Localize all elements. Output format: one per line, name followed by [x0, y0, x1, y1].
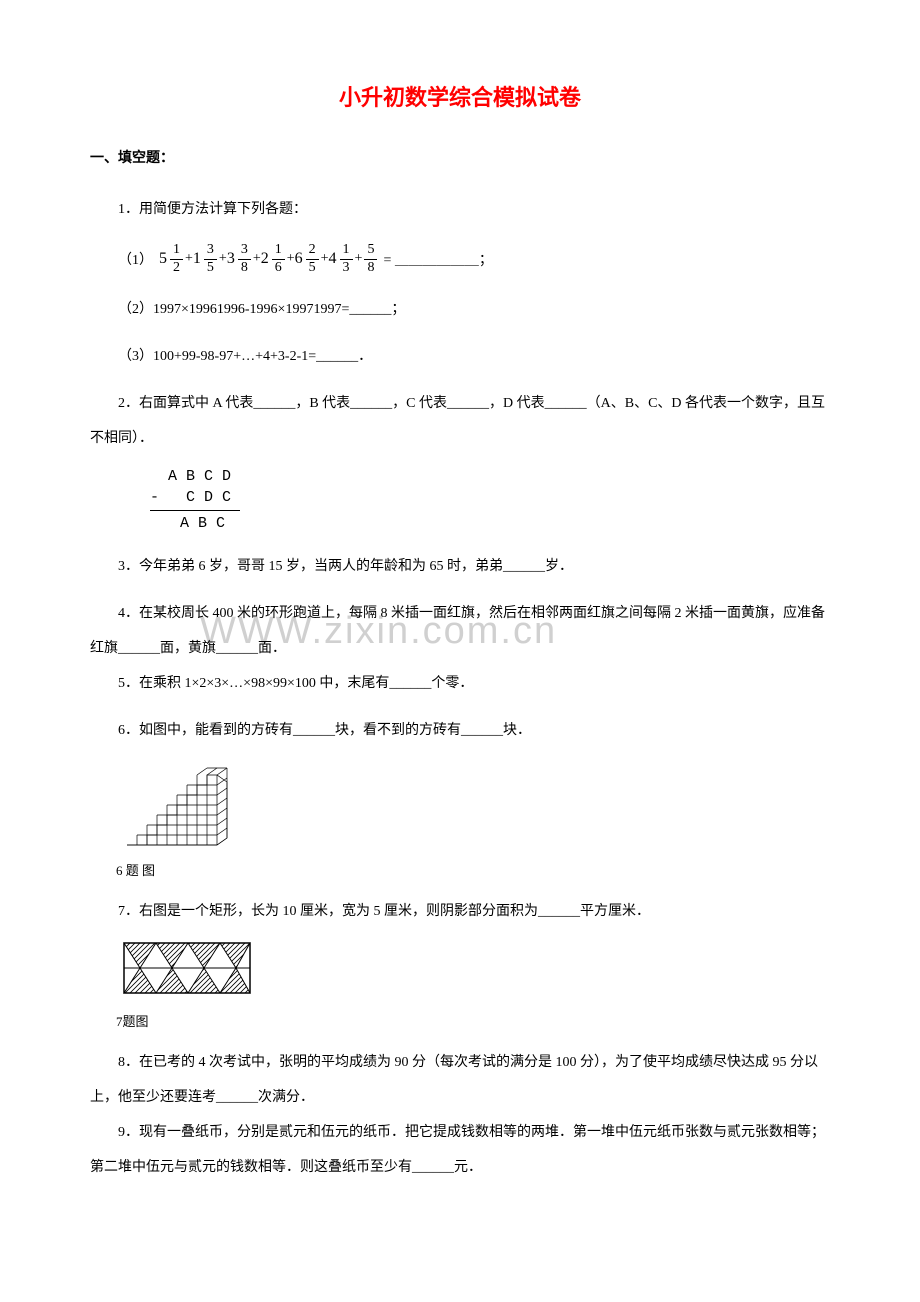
op-plus: +	[253, 251, 261, 267]
op-plus: +	[219, 251, 227, 267]
sub-row1: A B C D	[150, 466, 830, 487]
section-header: 一、填空题：	[90, 147, 830, 167]
term-5: 413	[329, 242, 355, 277]
term-3: 216	[261, 242, 287, 277]
term-0: 512	[159, 242, 185, 277]
q7: 7．右图是一个矩形，长为 10 厘米，宽为 5 厘米，则阴影部分面积为_____…	[90, 894, 830, 929]
sub-row2: - C D C	[150, 487, 830, 508]
q6: 6．如图中，能看到的方砖有______块，看不到的方砖有______块．	[90, 713, 830, 748]
sub-line	[150, 510, 240, 511]
q1-part1-formula: （1） 512 + 135 + 338 + 216 + 625 + 413 + …	[118, 242, 830, 277]
term-6: 58	[364, 242, 377, 277]
term-4: 625	[295, 242, 321, 277]
q6-caption: 6 题 图	[116, 860, 830, 879]
op-plus: +	[287, 251, 295, 267]
q7-caption: 7题图	[116, 1011, 830, 1030]
q4: 4．在某校周长 400 米的环形跑道上，每隔 8 米插一面红旗，然后在相邻两面红…	[90, 596, 830, 666]
q1-part3: （3）100+99-98-97+…+4+3-2-1=______．	[90, 339, 830, 374]
q9: 9．现有一叠纸币，分别是贰元和伍元的纸币．把它提成钱数相等的两堆．第一堆中伍元纸…	[90, 1115, 830, 1185]
q2-text: 2．右面算式中 A 代表______，B 代表______，C 代表______…	[90, 386, 830, 456]
term-1: 135	[193, 242, 219, 277]
rect-triangles-icon	[122, 941, 252, 1001]
op-plus: +	[355, 251, 363, 267]
sub-row3: A B C	[150, 513, 830, 534]
term-2: 338	[227, 242, 253, 277]
pyramid-icon	[122, 760, 232, 850]
q2-subtraction: A B C D - C D C A B C	[150, 466, 830, 534]
q1-part1-prefix: （1）	[118, 249, 153, 269]
q6-figure	[122, 760, 830, 855]
q7-figure	[122, 941, 830, 1006]
q1-stem: 1．用简便方法计算下列各题：	[90, 192, 830, 227]
q1-part1-eq: = ＿＿＿＿＿＿；	[383, 249, 492, 269]
page-title: 小升初数学综合模拟试卷	[90, 80, 830, 112]
op-plus: +	[321, 251, 329, 267]
q1-part2: （2）1997×19961996-1996×19971997=______；	[90, 292, 830, 327]
q8: 8．在已考的 4 次考试中，张明的平均成绩为 90 分（每次考试的满分是 100…	[90, 1045, 830, 1115]
op-plus: +	[185, 251, 193, 267]
q5: 5．在乘积 1×2×3×…×98×99×100 中，末尾有______个零．	[90, 666, 830, 701]
q3: 3．今年弟弟 6 岁，哥哥 15 岁，当两人的年龄和为 65 时，弟弟_____…	[90, 549, 830, 584]
